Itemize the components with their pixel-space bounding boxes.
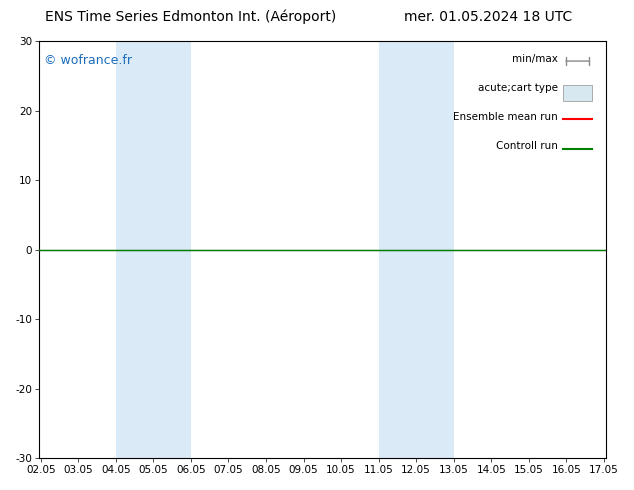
Text: © wofrance.fr: © wofrance.fr: [44, 53, 133, 67]
Text: acute;cart type: acute;cart type: [477, 83, 557, 93]
Bar: [153, 41, 191, 458]
Text: Ensemble mean run: Ensemble mean run: [453, 112, 557, 122]
Bar: [116, 41, 153, 458]
Bar: [378, 41, 416, 458]
Text: ENS Time Series Edmonton Int. (Aéroport): ENS Time Series Edmonton Int. (Aéroport): [44, 10, 336, 24]
Bar: [563, 85, 592, 100]
Text: Controll run: Controll run: [496, 141, 557, 151]
Text: mer. 01.05.2024 18 UTC: mer. 01.05.2024 18 UTC: [404, 10, 573, 24]
Bar: [416, 41, 454, 458]
Text: min/max: min/max: [512, 53, 557, 64]
